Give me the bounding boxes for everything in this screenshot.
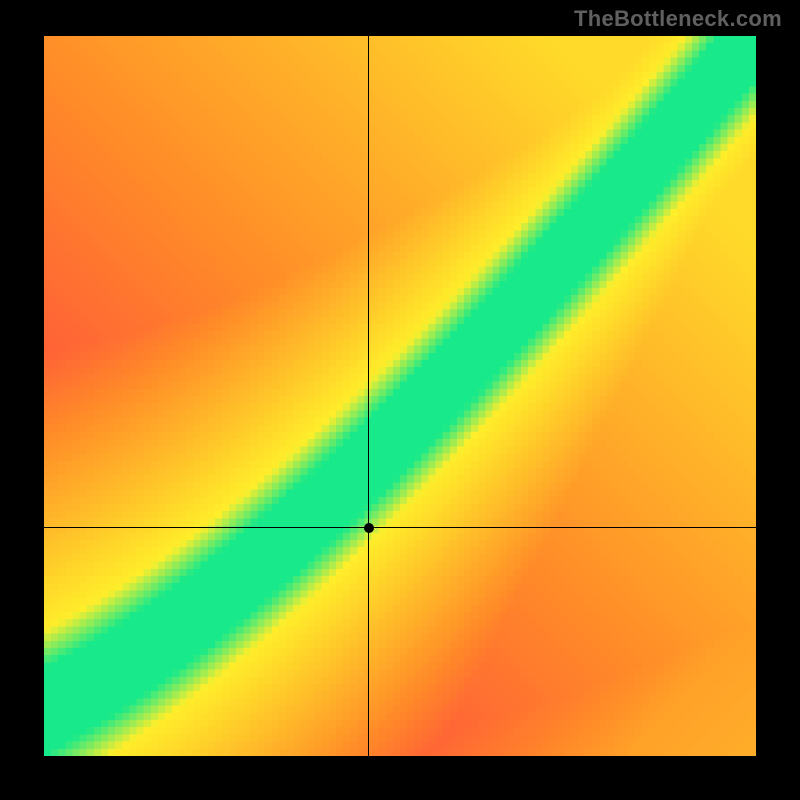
crosshair-horizontal <box>44 527 756 528</box>
crosshair-marker-dot <box>364 523 374 533</box>
crosshair-vertical <box>368 36 369 756</box>
bottleneck-heatmap <box>44 36 756 756</box>
watermark-label: TheBottleneck.com <box>574 6 782 32</box>
